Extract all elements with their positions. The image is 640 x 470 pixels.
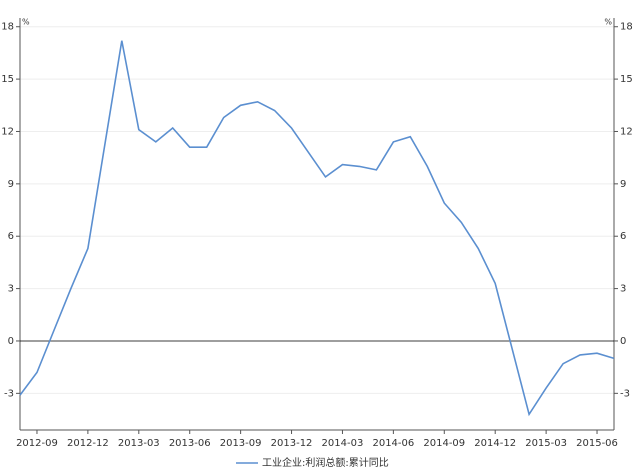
y2-unit: % bbox=[604, 18, 612, 27]
x-tick-label: 2014-12 bbox=[474, 438, 516, 449]
y-tick-label: 18 bbox=[1, 22, 14, 33]
x-tick-label: 2012-12 bbox=[67, 438, 109, 449]
y2-tick-label: 18 bbox=[620, 22, 633, 33]
x-tick-label: 2013-09 bbox=[220, 438, 262, 449]
x-tick-label: 2014-03 bbox=[322, 438, 364, 449]
y2-tick-label: 3 bbox=[620, 284, 626, 295]
y2-tick-label: -3 bbox=[620, 388, 630, 399]
y-tick-label: 12 bbox=[1, 126, 14, 137]
y-tick-label: 3 bbox=[8, 284, 14, 295]
legend-label: 工业企业:利润总额:累计同比 bbox=[262, 456, 389, 469]
x-tick-label: 2013-06 bbox=[169, 438, 211, 449]
series-line bbox=[19, 40, 615, 417]
x-tick-label: 2014-09 bbox=[423, 438, 465, 449]
x-tick-label: 2013-03 bbox=[118, 438, 160, 449]
y-tick-label: 15 bbox=[1, 74, 14, 85]
y-tick-label: 9 bbox=[8, 179, 14, 190]
y2-tick-label: 9 bbox=[620, 179, 626, 190]
y2-tick-label: 0 bbox=[620, 336, 626, 347]
y2-tick-label: 12 bbox=[620, 126, 633, 137]
y2-tick-label: 15 bbox=[620, 74, 633, 85]
x-tick-label: 2013-12 bbox=[271, 438, 313, 449]
x-tick-label: 2015-03 bbox=[525, 438, 567, 449]
x-tick-label: 2015-06 bbox=[576, 438, 618, 449]
y2-tick-label: 6 bbox=[620, 231, 626, 242]
y-unit: % bbox=[22, 18, 30, 27]
y-tick-label: 0 bbox=[8, 336, 14, 347]
y-tick-label: 6 bbox=[8, 231, 14, 242]
x-tick-label: 2014-06 bbox=[372, 438, 414, 449]
x-tick-label: 2012-09 bbox=[16, 438, 58, 449]
y-tick-label: -3 bbox=[4, 388, 14, 399]
